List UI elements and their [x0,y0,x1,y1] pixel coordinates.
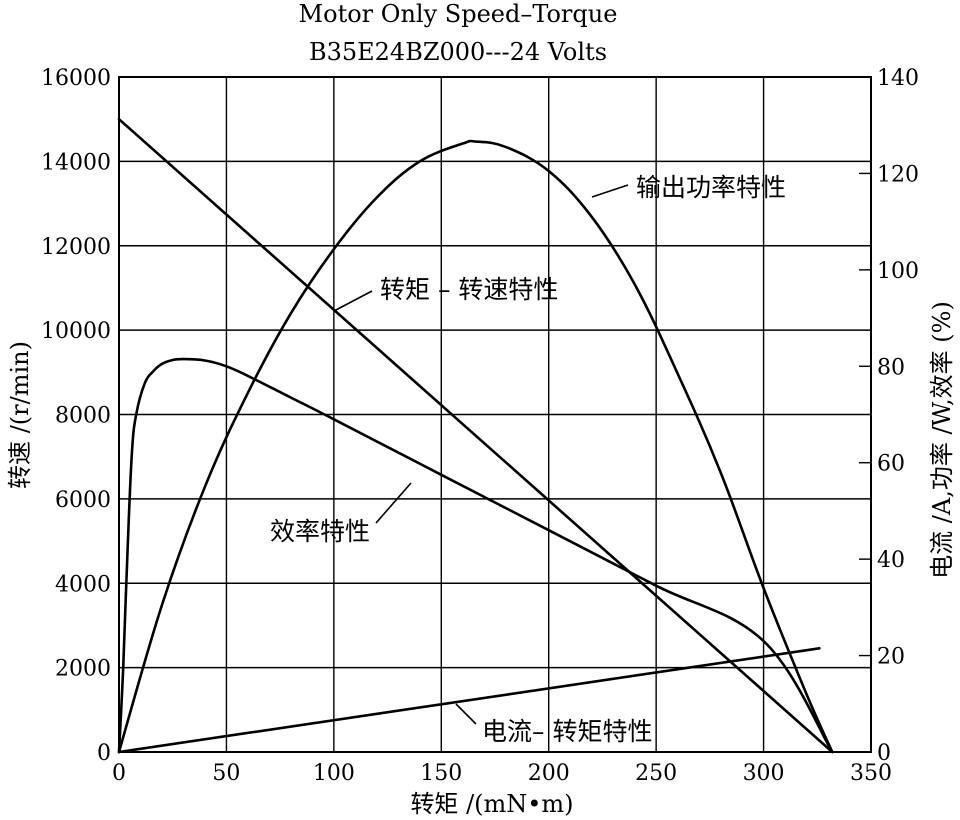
annotation-output-power: 输出功率特性 [636,173,786,202]
current-torque-line [117,647,821,754]
leader-efficiency [375,482,412,524]
annotation-speed-torque: 转矩 – 转速特性 [380,275,558,304]
y-tick-label-right: 80 [877,355,905,380]
x-tick-label: 150 [420,761,462,786]
x-tick-label: 300 [743,761,785,786]
y-tick-label-right: 20 [877,645,905,670]
leader-speed-torque [333,290,373,312]
leader-current-torque [455,703,477,725]
x-tick-label: 250 [635,761,677,786]
x-tick-label: 50 [212,761,240,786]
ticks: 0 50 100 150 200 250 300 3500200040006000800010… [41,66,919,786]
x-tick-label: 200 [528,761,570,786]
x-tick-label: 350 [850,761,892,786]
plot-frame [118,76,872,753]
y-tick-label-left: 8000 [55,404,111,429]
y-axis-label-right: 电流 /A,功率 /W,效率 (%) [928,301,956,579]
y-tick-label-left: 6000 [55,488,111,513]
y-tick-label-left: 4000 [55,572,111,597]
output-power-line [117,139,834,754]
efficiency-line [117,357,834,754]
chart-subtitle: B35E24BZ000---24 Volts [309,38,607,66]
y-tick-label-right: 120 [877,162,919,187]
y-tick-label-left: 16000 [41,66,111,91]
y-tick-label-right: 60 [877,452,905,477]
y-axis-label-left: 转速 /(r/min) [6,341,34,489]
annotations: 输出功率特性 转矩 – 转速特性 效率特性 电流– 转矩特性 [270,173,786,746]
x-tick-label: 0 [112,761,126,786]
x-axis-label: 转矩 /(mN•m) [410,790,573,818]
y-tick-label-right: 140 [877,66,919,91]
y-tick-label-left: 14000 [41,150,111,175]
y-tick-label-left: 0 [97,741,111,766]
speed-torque-line [117,117,834,754]
series-group [117,117,834,754]
y-tick-label-left: 10000 [41,319,111,344]
y-tick-label-right: 40 [877,548,905,573]
chart-title: Motor Only Speed–Torque [299,0,618,28]
y-tick-label-right: 0 [877,741,891,766]
x-tick-label: 100 [313,761,355,786]
annotation-current-torque: 电流– 转矩特性 [482,717,652,746]
grid [119,77,871,752]
y-tick-label-left: 2000 [55,657,111,682]
y-tick-label-left: 12000 [41,235,111,260]
y-tick-label-right: 100 [877,259,919,284]
annotation-efficiency: 效率特性 [270,517,370,546]
leader-output-power [591,184,629,198]
